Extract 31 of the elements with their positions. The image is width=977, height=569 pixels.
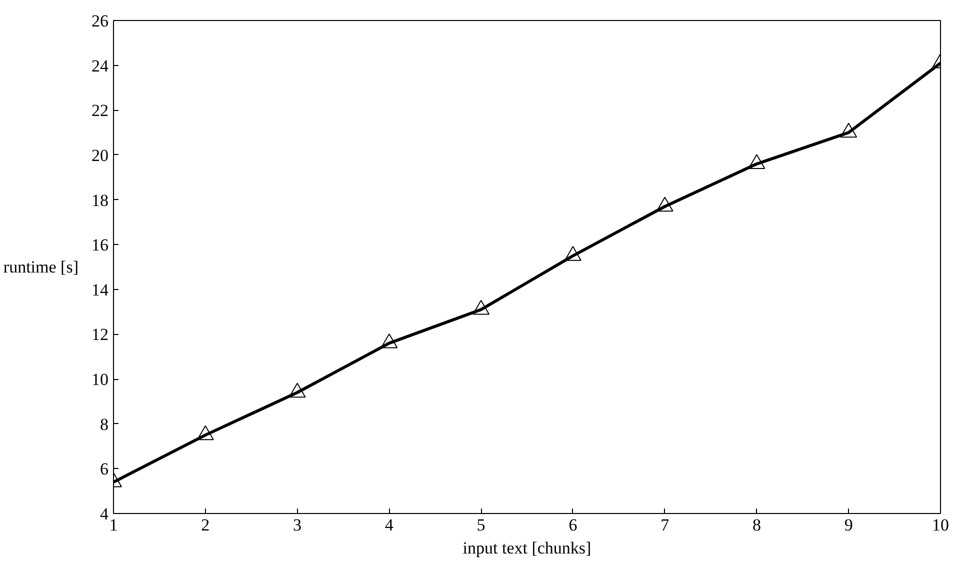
y-tick-label: 20 bbox=[92, 146, 108, 165]
x-tick-label: 9 bbox=[844, 516, 853, 534]
point bbox=[380, 333, 398, 348]
y-tick-label: 8 bbox=[100, 414, 108, 434]
x-tick-label: 7 bbox=[660, 516, 670, 534]
point bbox=[288, 382, 306, 398]
x-tick-label: 3 bbox=[293, 516, 302, 534]
y-tick-label: 26 bbox=[92, 12, 108, 30]
x-axis-title: input text [chunks] bbox=[462, 538, 592, 558]
point bbox=[656, 196, 674, 212]
x-tick-label: 8 bbox=[752, 516, 761, 534]
y-tick-label: 10 bbox=[92, 370, 108, 390]
y-tick-label: 14 bbox=[92, 280, 109, 300]
y-axis-title: runtime [s] bbox=[3, 258, 79, 276]
x-tick-label: 1 bbox=[109, 516, 118, 534]
y-tick-label: 12 bbox=[92, 325, 108, 344]
y-tick-label: 6 bbox=[100, 460, 108, 479]
y-tick-label: 22 bbox=[92, 101, 108, 120]
x-tick-label: 6 bbox=[568, 516, 578, 534]
y-tick-label: 24 bbox=[92, 56, 109, 76]
x-tick-label: 2 bbox=[201, 516, 210, 534]
point bbox=[840, 122, 858, 138]
x-tick-label: 10 bbox=[932, 516, 949, 534]
x-tick-label: 5 bbox=[476, 516, 486, 534]
point bbox=[472, 300, 490, 315]
point bbox=[564, 246, 582, 261]
point bbox=[748, 154, 766, 170]
y-tick-label: 18 bbox=[92, 190, 108, 210]
x-tick-label: 4 bbox=[384, 516, 394, 534]
point bbox=[196, 425, 214, 440]
y-tick-label: 16 bbox=[92, 236, 108, 255]
